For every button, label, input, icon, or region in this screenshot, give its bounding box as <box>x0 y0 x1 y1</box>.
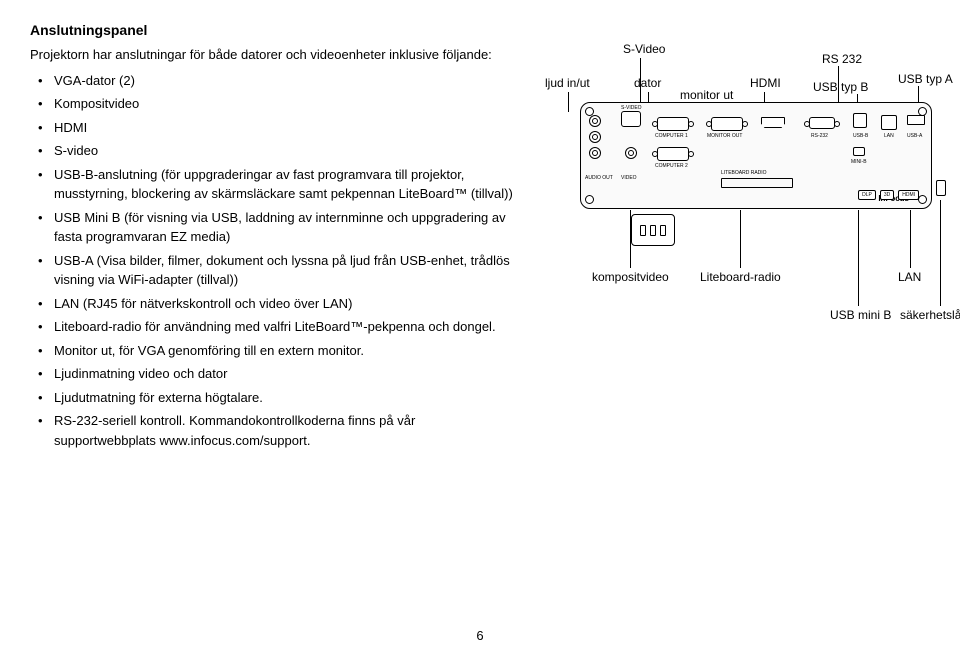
label-liteboard: Liteboard-radio <box>700 270 781 284</box>
diagram-column: ljud in/ut S-Video dator monitor ut HDMI… <box>540 20 960 454</box>
rear-panel-diagram: ljud in/ut S-Video dator monitor ut HDMI… <box>540 30 960 330</box>
label-kompositvideo: kompositvideo <box>592 270 669 284</box>
label-monitorut: monitor ut <box>680 88 733 102</box>
vga-port-icon <box>711 117 743 131</box>
list-item: VGA-dator (2) <box>48 71 520 91</box>
list-item: USB Mini B (för visning via USB, laddnin… <box>48 208 520 247</box>
label-usbtypa: USB typ A <box>898 72 953 86</box>
audio-jack-icon <box>589 147 601 159</box>
vga-port-icon <box>657 117 689 131</box>
video-jack-icon <box>625 147 637 159</box>
list-item: RS-232-seriell kontroll. Kommandokontrol… <box>48 411 520 450</box>
svideo-port-icon <box>621 111 641 127</box>
badges: DLP 3D HDMI <box>858 190 919 200</box>
label-usbminib: USB mini B <box>830 308 891 322</box>
list-item: HDMI <box>48 118 520 138</box>
list-item: USB-B-anslutning (för uppgraderingar av … <box>48 165 520 204</box>
label-audio: ljud in/ut <box>545 76 590 90</box>
hdmi-port-icon <box>761 117 785 128</box>
list-item: Ljudinmatning video och dator <box>48 364 520 384</box>
power-inlet-icon <box>631 214 675 246</box>
list-item: Ljudutmatning för externa högtalare. <box>48 388 520 408</box>
vga-port-icon <box>657 147 689 161</box>
list-item: Kompositvideo <box>48 94 520 114</box>
label-rs232: RS 232 <box>822 52 862 66</box>
usb-b-port-icon <box>853 113 867 128</box>
label-svideo: S-Video <box>623 42 665 56</box>
list-item: S-video <box>48 141 520 161</box>
feature-list: VGA-dator (2) Kompositvideo HDMI S-video… <box>30 71 520 451</box>
intro-text: Projektorn har anslutningar för både dat… <box>30 45 520 65</box>
security-lock-icon <box>936 180 946 196</box>
usb-a-port-icon <box>907 115 925 125</box>
label-sakerhetslas: säkerhetslås <box>900 308 960 322</box>
rs232-port-icon <box>809 117 835 129</box>
audio-jack-icon <box>589 131 601 143</box>
lan-port-icon <box>881 115 897 130</box>
label-usbtypb: USB typ B <box>813 80 868 94</box>
rear-panel-box: AUDIO OUT S-VIDEO VIDEO COMPUTER 1 COMPU… <box>580 102 932 209</box>
list-item: Liteboard-radio för användning med valfr… <box>48 317 520 337</box>
list-item: Monitor ut, för VGA genomföring till en … <box>48 341 520 361</box>
list-item: LAN (RJ45 för nätverkskontroll och video… <box>48 294 520 314</box>
section-title: Anslutningspanel <box>30 20 520 41</box>
text-column: Anslutningspanel Projektorn har anslutni… <box>30 20 520 454</box>
liteboard-slot-icon <box>721 178 793 188</box>
usb-minib-port-icon <box>853 147 865 156</box>
label-hdmi: HDMI <box>750 76 781 90</box>
label-lan: LAN <box>898 270 921 284</box>
audio-jack-icon <box>589 115 601 127</box>
page-number: 6 <box>476 628 483 643</box>
list-item: USB-A (Visa bilder, filmer, dokument och… <box>48 251 520 290</box>
label-dator: dator <box>634 76 661 90</box>
